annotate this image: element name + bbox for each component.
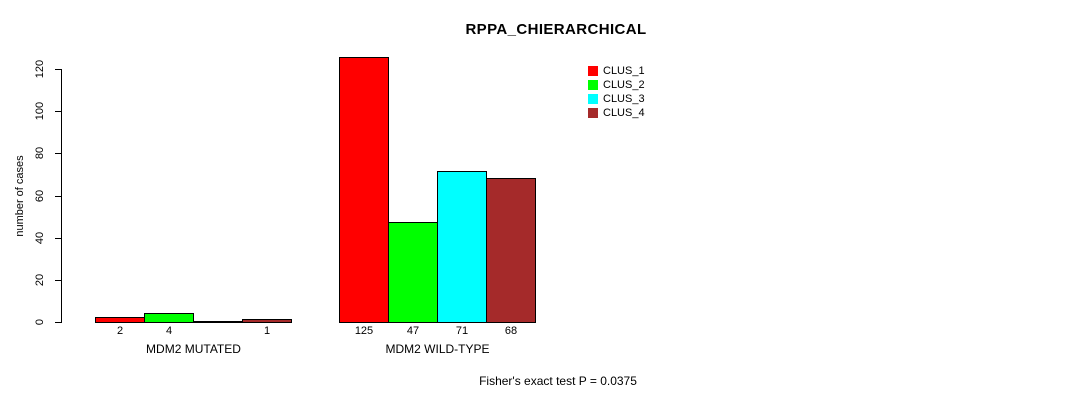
- legend-swatch: [588, 80, 598, 90]
- legend-swatch: [588, 108, 598, 118]
- y-axis-tick: [55, 111, 61, 112]
- bar-clus-2-mdm2-mutated: [144, 313, 194, 323]
- y-axis-tick: [55, 322, 61, 323]
- chart-title: RPPA_CHIERARCHICAL: [465, 21, 647, 38]
- y-axis-tick-label: 20: [34, 273, 46, 287]
- legend-label: CLUS_2: [603, 79, 645, 91]
- bar-clus-4-mdm2-wild-type: [486, 178, 536, 323]
- bar-clus-1-mdm2-wild-type: [339, 57, 389, 323]
- bar-clus-3-mdm2-mutated: [193, 321, 243, 323]
- bar-clus-2-mdm2-wild-type: [388, 222, 438, 323]
- y-axis-tick-label: 100: [34, 101, 46, 121]
- legend-label: CLUS_1: [603, 65, 645, 77]
- legend-item: CLUS_2: [588, 79, 645, 91]
- bar-value-label: 1: [263, 325, 271, 337]
- y-axis-tick: [55, 280, 61, 281]
- bar-value-label: 4: [165, 325, 173, 337]
- legend-swatch: [588, 66, 598, 76]
- bar-value-label: 47: [406, 325, 420, 337]
- legend-item: CLUS_3: [588, 93, 645, 105]
- x-axis-group-label: MDM2 MUTATED: [146, 342, 241, 356]
- y-axis-tick: [55, 238, 61, 239]
- y-axis-tick-label: 120: [34, 59, 46, 79]
- y-axis-tick-label: 80: [34, 146, 46, 160]
- legend-label: CLUS_3: [603, 93, 645, 105]
- y-axis-tick-label: 60: [34, 189, 46, 203]
- bar-value-label: 2: [116, 325, 124, 337]
- y-axis-tick-label: 40: [34, 231, 46, 245]
- annotation-text: Fisher's exact test P = 0.0375: [479, 374, 637, 388]
- y-axis-line: [61, 69, 62, 323]
- bar-value-label: 71: [455, 325, 469, 337]
- bar-value-label: 68: [504, 325, 518, 337]
- y-axis-tick: [55, 196, 61, 197]
- legend-swatch: [588, 94, 598, 104]
- y-axis-title: number of cases: [14, 155, 26, 237]
- bar-value-label: 125: [354, 325, 374, 337]
- y-axis-tick: [55, 69, 61, 70]
- y-axis-tick-label: 0: [34, 318, 46, 326]
- bar-clus-3-mdm2-wild-type: [437, 171, 487, 323]
- bar-clus-1-mdm2-mutated: [95, 317, 145, 323]
- legend-item: CLUS_1: [588, 65, 645, 77]
- legend-label: CLUS_4: [603, 107, 645, 119]
- x-axis-group-label: MDM2 WILD-TYPE: [385, 342, 490, 356]
- legend-item: CLUS_4: [588, 107, 645, 119]
- y-axis-tick: [55, 153, 61, 154]
- bar-clus-4-mdm2-mutated: [242, 319, 292, 323]
